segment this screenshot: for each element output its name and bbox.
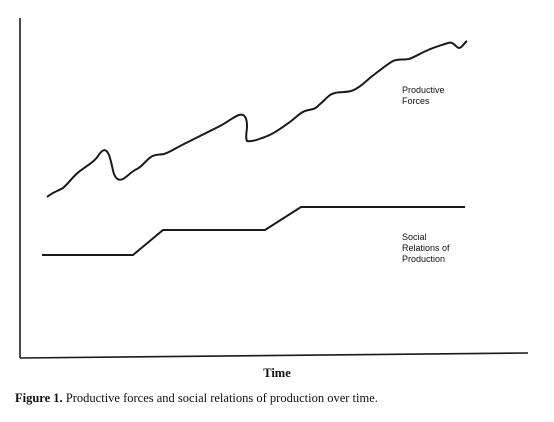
- social-relations-label-line: Social: [402, 232, 427, 242]
- x-axis: [19, 352, 529, 359]
- social-relations-line: [42, 206, 465, 256]
- productive-forces-curve: [46, 40, 468, 198]
- diagram-canvas: Productive Forces Social Relations of Pr…: [19, 18, 529, 380]
- social-relations-label: Social Relations of Production: [402, 232, 452, 264]
- x-axis-title: Time: [263, 366, 291, 380]
- productive-forces-label-line: Productive: [402, 85, 445, 95]
- figure-caption: Figure 1. Productive forces and social r…: [15, 391, 378, 406]
- social-relations-label-line: Relations of: [402, 243, 450, 253]
- productive-forces-label: Productive Forces: [402, 85, 447, 106]
- caption-label: Figure 1.: [15, 391, 63, 405]
- social-relations-label-line: Production: [402, 254, 445, 264]
- caption-text: Productive forces and social relations o…: [65, 391, 378, 405]
- productive-forces-label-line: Forces: [402, 96, 430, 106]
